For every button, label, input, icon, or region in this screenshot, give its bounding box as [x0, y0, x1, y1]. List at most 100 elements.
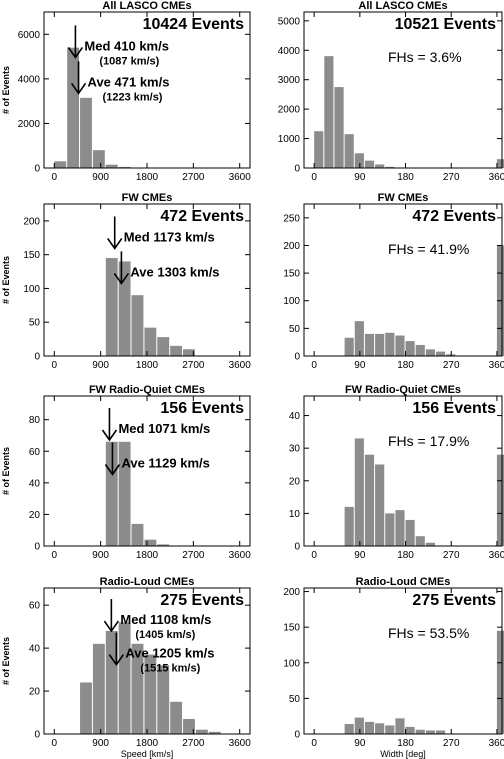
x-tick-label: 3600 — [229, 550, 252, 561]
events-count-label: 472 Events — [412, 208, 496, 225]
y-tick-label: 4000 — [278, 46, 301, 57]
bar — [425, 349, 435, 356]
y-tick-label: 100 — [283, 296, 300, 307]
y-tick-label: 0 — [34, 164, 40, 175]
bar — [364, 333, 375, 356]
bar — [170, 701, 183, 734]
bar — [344, 337, 354, 356]
x-tick-label: 90 — [354, 360, 366, 371]
bar — [118, 441, 131, 546]
x-tick-label: 3600 — [229, 360, 252, 371]
y-tick-label: 150 — [283, 623, 300, 634]
y-tick-label: 0 — [294, 164, 300, 175]
median-label: Med 1173 km/s — [124, 230, 215, 245]
y-tick-label: 4000 — [18, 74, 41, 85]
x-tick-label: 3600 — [229, 738, 252, 749]
panel-title: Radio-Loud CMEs — [100, 576, 195, 588]
bar — [157, 337, 170, 356]
x-tick-label: 0 — [311, 360, 317, 371]
bar — [105, 258, 118, 356]
bar — [183, 349, 195, 356]
y-tick-label: 6000 — [18, 30, 41, 41]
plot-frame — [303, 587, 503, 735]
events-count-label: 156 Events — [412, 400, 496, 417]
x-tick-label: 0 — [52, 360, 58, 371]
bar — [344, 506, 354, 546]
panel-2: All LASCO CMEs 0 90 180 270 360 0 1000 2000 3000 4… — [278, 0, 504, 183]
y-tick-label: 5000 — [278, 16, 301, 27]
panel-title: FW CMEs — [122, 192, 173, 204]
fhs-label: FHs = 41.9% — [388, 241, 469, 257]
plot-frame — [303, 395, 503, 547]
panel-7: Radio-Loud CMEs 0 900 1800 2700 3600 0 20 40 60 # … — [1, 576, 251, 759]
y-tick-label: 3000 — [278, 75, 301, 86]
bar — [385, 513, 395, 546]
y-tick-label: 100 — [283, 658, 300, 669]
bar — [364, 721, 375, 734]
panel-3: FW CMEs 0 900 1800 2700 3600 0 50 100 150 200 # of … — [1, 192, 251, 371]
x-tick-label: 360 — [489, 360, 504, 371]
y-axis-label: # of Events — [1, 447, 11, 495]
y-tick-label: 60 — [29, 601, 41, 612]
x-tick-label: 900 — [92, 172, 109, 183]
x-tick-label: 2700 — [182, 360, 205, 371]
average-sub-label: (1223 km/s) — [103, 91, 163, 103]
y-tick-label: 1000 — [278, 134, 301, 145]
bar — [105, 630, 118, 734]
average-label: Ave 471 km/s — [88, 74, 170, 89]
events-count-label: 10521 Events — [395, 16, 497, 33]
x-tick-label: 360 — [489, 172, 504, 183]
x-tick-label: 90 — [354, 172, 366, 183]
y-tick-label: 80 — [29, 415, 41, 426]
bar — [425, 730, 435, 734]
x-tick-label: 900 — [92, 360, 109, 371]
bar — [395, 335, 405, 356]
y-tick-label: 50 — [289, 324, 301, 335]
y-tick-label: 50 — [29, 318, 41, 329]
y-tick-label: 250 — [283, 213, 300, 224]
arrow-head — [113, 272, 130, 285]
bar — [157, 665, 170, 734]
bar — [208, 731, 221, 734]
x-tick-label: 2700 — [182, 172, 205, 183]
bar — [105, 441, 118, 546]
x-axis-label: Speed [km/s] — [121, 749, 174, 759]
x-tick-label: 180 — [397, 550, 414, 561]
bar — [131, 643, 144, 734]
panel-4: FW CMEs 0 90 180 270 360 0 50 100 150 200 250 472 Ev… — [283, 192, 504, 371]
bar — [195, 729, 208, 734]
bar — [92, 150, 105, 168]
y-tick-label: 0 — [294, 352, 300, 363]
bar — [118, 166, 131, 168]
x-tick-label: 2700 — [182, 550, 205, 561]
bar — [334, 87, 344, 168]
median-label: Med 410 km/s — [84, 39, 169, 54]
bar — [415, 729, 425, 734]
bar — [144, 327, 157, 356]
bar — [157, 544, 170, 546]
y-tick-label: 20 — [29, 687, 41, 698]
x-tick-label: 180 — [397, 172, 414, 183]
bar — [496, 159, 504, 168]
bar — [375, 333, 385, 356]
bar — [436, 351, 446, 356]
bar — [131, 295, 144, 356]
bar — [415, 536, 425, 546]
plot-frame — [303, 11, 503, 169]
bar — [385, 332, 395, 356]
events-count-label: 472 Events — [160, 208, 244, 225]
median-sub-label: (1087 km/s) — [99, 56, 159, 68]
bar — [80, 97, 92, 168]
x-tick-label: 900 — [92, 738, 109, 749]
y-tick-label: 10 — [289, 509, 301, 520]
bar — [92, 643, 105, 734]
bar — [105, 164, 118, 168]
events-count-label: 275 Events — [160, 592, 244, 609]
bar — [118, 622, 131, 734]
bar — [354, 153, 364, 168]
plot-frame — [303, 203, 503, 357]
panel-title: FW Radio-Quiet CMEs — [89, 384, 205, 396]
bar — [375, 464, 385, 546]
y-axis-label: # of Events — [1, 256, 11, 304]
bar — [170, 345, 183, 356]
